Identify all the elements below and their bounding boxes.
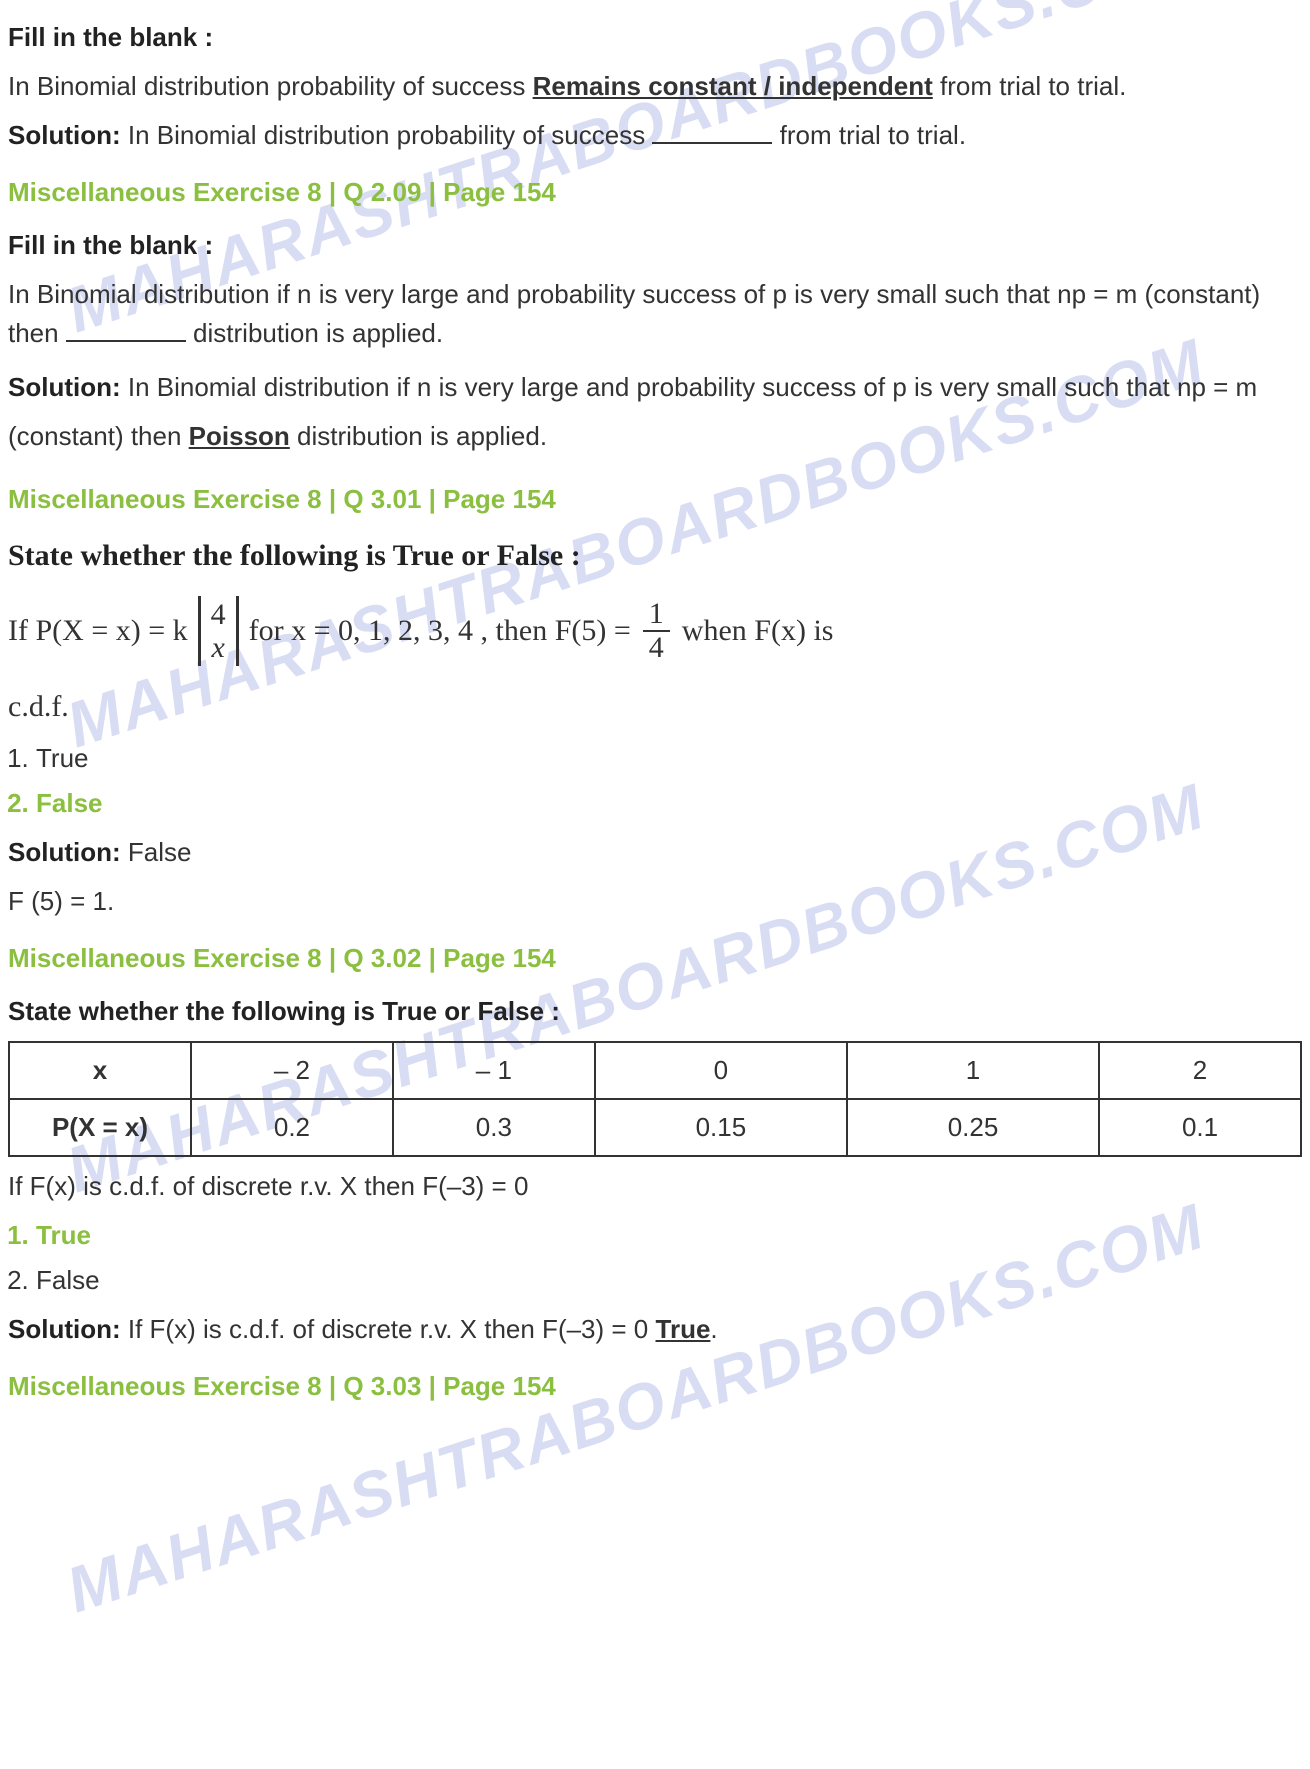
q301-math-mid: for x = 0, 1, 2, 3, 4 , then F(5) = xyxy=(249,608,631,653)
solution-label: Solution: xyxy=(8,837,121,867)
option-label: True xyxy=(36,743,89,773)
row-label-p: P(X = x) xyxy=(9,1099,191,1156)
q301-heading: Miscellaneous Exercise 8 | Q 3.01 | Page… xyxy=(8,480,1302,519)
q301-followup: F (5) = 1. xyxy=(8,882,1302,921)
option-label: False xyxy=(36,788,103,818)
q208-solution: Solution: In Binomial distribution proba… xyxy=(8,116,1302,155)
q303-heading: Miscellaneous Exercise 8 | Q 3.03 | Page… xyxy=(8,1367,1302,1406)
q302-solution: Solution: If F(x) is c.d.f. of discrete … xyxy=(8,1310,1302,1349)
table-cell: 1 xyxy=(847,1042,1099,1099)
fill-blank-label: Fill in the blank : xyxy=(8,18,1302,57)
q208-solution-post: from trial to trial. xyxy=(772,120,966,150)
state-tf-label-302: State whether the following is True or F… xyxy=(8,992,1302,1031)
q302-heading: Miscellaneous Exercise 8 | Q 3.02 | Page… xyxy=(8,939,1302,978)
q209-solution-post: distribution is applied. xyxy=(290,421,547,451)
q302-solution-post: . xyxy=(710,1314,717,1344)
q208-question-post: from trial to trial. xyxy=(933,71,1127,101)
blank-line xyxy=(652,142,772,144)
q208-answer-underline: Remains constant / independent xyxy=(533,71,933,101)
q301-option-1[interactable]: True xyxy=(36,739,1302,778)
table-cell: 2 xyxy=(1099,1042,1301,1099)
fraction-den: 4 xyxy=(643,632,670,664)
q302-option-2[interactable]: False xyxy=(36,1261,1302,1300)
blank-line xyxy=(66,340,186,342)
column-vector: 4 x xyxy=(198,596,239,666)
state-tf-label: State whether the following is True or F… xyxy=(8,533,1302,578)
q302-option-1[interactable]: True xyxy=(36,1216,1302,1255)
table-row: P(X = x) 0.2 0.3 0.15 0.25 0.1 xyxy=(9,1099,1301,1156)
q302-solution-pre: If F(x) is c.d.f. of discrete r.v. X the… xyxy=(121,1314,656,1344)
q209-question: In Binomial distribution if n is very la… xyxy=(8,275,1302,353)
q301-math-tail: when F(x) is xyxy=(682,608,834,653)
q301-solution-text: False xyxy=(121,837,192,867)
q209-heading: Miscellaneous Exercise 8 | Q 2.09 | Page… xyxy=(8,173,1302,212)
probability-table: x – 2 – 1 0 1 2 P(X = x) 0.2 0.3 0.15 0.… xyxy=(8,1041,1302,1157)
solution-label: Solution: xyxy=(8,1314,121,1344)
fill-blank-label: Fill in the blank : xyxy=(8,226,1302,265)
q302-answer-underline: True xyxy=(656,1314,711,1344)
q301-options: True False xyxy=(36,739,1302,823)
solution-label: Solution: xyxy=(8,120,121,150)
q209-solution: Solution: In Binomial distribution if n … xyxy=(8,363,1302,462)
q302-options: True False xyxy=(36,1216,1302,1300)
q301-math-if: If P(X = x) = k xyxy=(8,608,188,653)
q301-math: If P(X = x) = k 4 x for x = 0, 1, 2, 3, … xyxy=(8,596,1302,666)
row-label-x: x xyxy=(9,1042,191,1099)
q302-question-text: If F(x) is c.d.f. of discrete r.v. X the… xyxy=(8,1167,1302,1206)
bracket-bottom: x xyxy=(211,631,224,664)
table-cell: – 1 xyxy=(393,1042,595,1099)
table-cell: 0.3 xyxy=(393,1099,595,1156)
q301-option-2[interactable]: False xyxy=(36,784,1302,823)
table-row: x – 2 – 1 0 1 2 xyxy=(9,1042,1301,1099)
bracket-top: 4 xyxy=(211,598,226,631)
table-cell: 0 xyxy=(595,1042,847,1099)
table-cell: 0.1 xyxy=(1099,1099,1301,1156)
table-cell: – 2 xyxy=(191,1042,393,1099)
q208-question-pre: In Binomial distribution probability of … xyxy=(8,71,533,101)
q301-cdf: c.d.f. xyxy=(8,684,1302,729)
q208-solution-pre: In Binomial distribution probability of … xyxy=(121,120,653,150)
solution-label: Solution: xyxy=(8,372,121,402)
table-cell: 0.2 xyxy=(191,1099,393,1156)
table-cell: 0.15 xyxy=(595,1099,847,1156)
q209-answer-underline: Poisson xyxy=(189,421,290,451)
option-label: False xyxy=(36,1265,100,1295)
fraction-num: 1 xyxy=(643,598,670,632)
table-cell: 0.25 xyxy=(847,1099,1099,1156)
option-label: True xyxy=(36,1220,91,1250)
q301-solution: Solution: False xyxy=(8,833,1302,872)
fraction: 1 4 xyxy=(643,598,670,663)
q209-question-post: distribution is applied. xyxy=(186,318,443,348)
q208-question: In Binomial distribution probability of … xyxy=(8,67,1302,106)
